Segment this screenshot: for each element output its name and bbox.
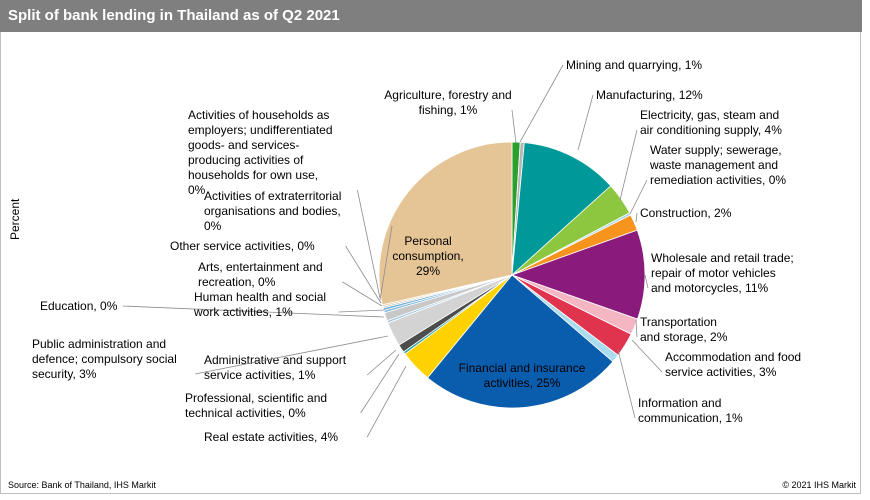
leader-line-12 [360,353,400,414]
slice-label-16: Human health and social work activities, … [193,290,326,319]
chart-title: Split of bank lending in Thailand as of … [8,7,340,24]
leader-line-8 [631,339,663,373]
pie-slice-2 [511,142,612,276]
slice-label-12: Professional, scientific and technical ac… [185,391,327,420]
slice-label-13: Administrative and support service activi… [204,353,347,382]
leader-line-6 [644,274,649,289]
slice-label-15: Education, 0% [40,299,118,313]
slice-label-0: Agriculture, forestry and fishing, 1% [384,88,511,117]
slice-label-21: Personal consumption, 29% [392,234,463,278]
leader-line-9 [617,349,636,419]
header-bar: Split of bank lending in Thailand as of … [0,0,862,32]
pie-slice-6 [510,229,646,320]
slice-label-18: Other service activities, 0% [170,239,315,253]
leader-line-15 [122,305,385,318]
slice-label-9: Information and communication, 1% [638,396,743,425]
leader-line-20 [357,189,381,299]
slice-label-20: Activities of households as employers; un… [188,108,333,197]
copyright-note: © 2021 IHS Markit [782,480,856,490]
slice-label-10: Financial and insurance activities, 25% [459,361,586,390]
slice-label-6: Wholesale and retail trade; repair of mot… [651,251,794,295]
leader-line-18 [345,245,382,304]
leader-line-5 [635,212,638,223]
leader-line-13 [366,349,397,376]
leader-line-16 [338,309,385,313]
leader-line-2 [577,94,594,151]
slice-label-19: Activities of extraterritorial organisati… [204,189,341,233]
leader-line-0 [511,109,517,144]
slice-label-1: Mining and quarrying, 1% [566,58,702,72]
pie-slice-21 [378,141,513,306]
chart-frame [0,32,861,494]
leader-line-17 [342,281,383,307]
leader-line-7 [635,319,638,338]
slice-label-8: Accommodation and food service activities… [665,350,801,379]
slice-label-5: Construction, 2% [640,206,732,220]
leader-line-11 [366,365,407,438]
slice-label-14: Public administration and defence; compul… [32,337,177,381]
slice-label-2: Manufacturing, 12% [596,88,703,102]
slice-label-3: Electricity, gas, steam and air condition… [640,108,782,137]
leader-line-3 [619,129,638,201]
slice-label-11: Real estate activities, 4% [204,430,338,444]
slice-label-7: Transportation and storage, 2% [640,315,728,344]
leader-line-4 [629,179,648,215]
slice-label-4: Water supply; sewerage, waste management … [649,143,786,187]
slice-label-17: Arts, entertainment and recreation, 0% [198,260,323,289]
pie-slice-10 [427,274,614,409]
source-note: Source: Bank of Thailand, IHS Markit [8,480,156,490]
leader-line-1 [519,64,564,143]
leader-line-19 [379,225,393,301]
leader-line-14 [195,335,389,375]
